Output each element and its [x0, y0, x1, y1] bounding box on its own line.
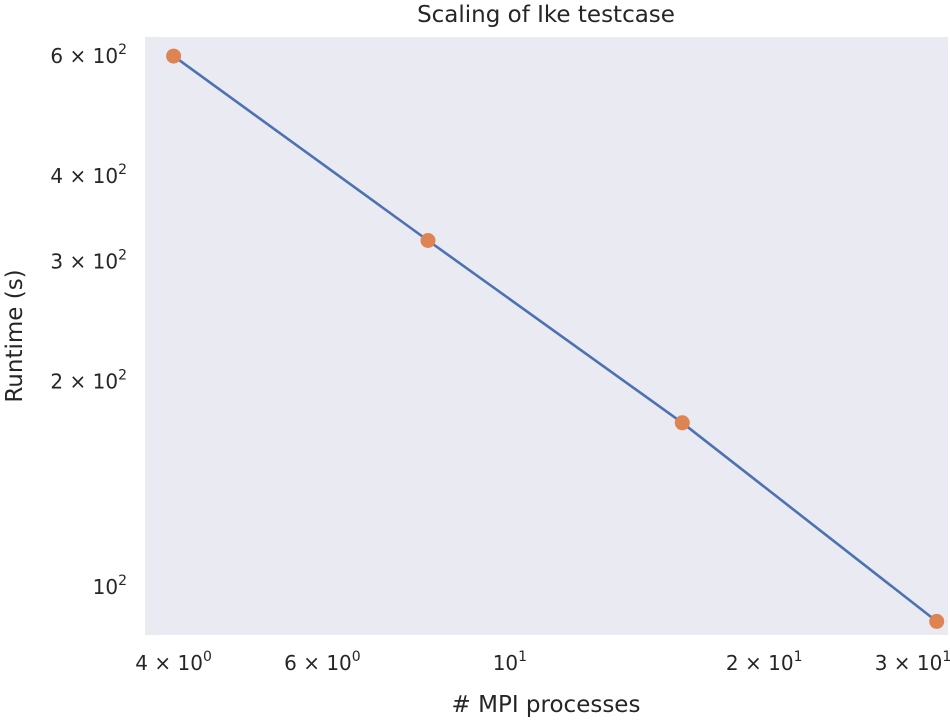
x-tick-label-3: 2 × 101 [726, 649, 803, 675]
data-point-0-3 [929, 613, 945, 629]
y-tick-label-2: 3 × 102 [50, 247, 127, 273]
chart-title: Scaling of Ike testcase [417, 2, 675, 28]
y-tick-labels: 6 × 102 4 × 102 3 × 102 2 × 102 102 [50, 42, 127, 599]
x-tick-label-0: 4 × 100 [135, 649, 212, 675]
x-tick-label-4: 3 × 101 [875, 649, 950, 675]
series-layer [166, 48, 945, 629]
x-tick-labels: 4 × 100 6 × 100 101 2 × 101 3 × 101 [135, 649, 950, 675]
y-axis-label: Runtime (s) [2, 269, 28, 402]
x-axis-label: # MPI processes [452, 692, 641, 718]
x-tick-label-2: 101 [493, 649, 527, 675]
y-tick-label-4: 102 [93, 573, 127, 599]
plot-area [145, 37, 948, 635]
data-point-0-1 [420, 233, 436, 248]
y-tick-label-0: 6 × 102 [50, 42, 127, 68]
data-point-0-0 [166, 48, 182, 64]
x-tick-label-1: 6 × 100 [284, 649, 361, 675]
series-line-0 [172, 55, 938, 623]
data-point-0-2 [674, 415, 690, 431]
y-tick-label-1: 4 × 102 [50, 162, 127, 188]
y-tick-label-3: 2 × 102 [50, 368, 127, 394]
